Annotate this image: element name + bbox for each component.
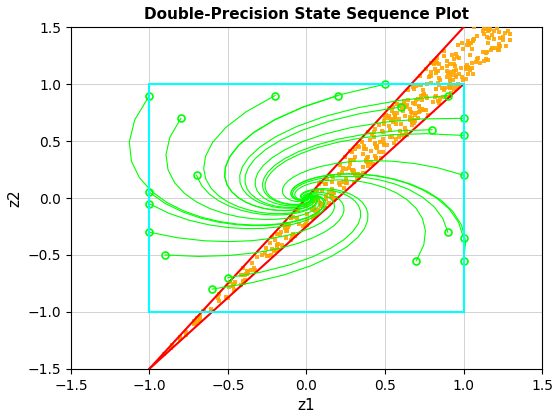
Bar <box>150 84 464 312</box>
X-axis label: z1: z1 <box>297 398 315 413</box>
Y-axis label: z2: z2 <box>7 189 22 207</box>
Title: Double-Precision State Sequence Plot: Double-Precision State Sequence Plot <box>144 7 469 22</box>
